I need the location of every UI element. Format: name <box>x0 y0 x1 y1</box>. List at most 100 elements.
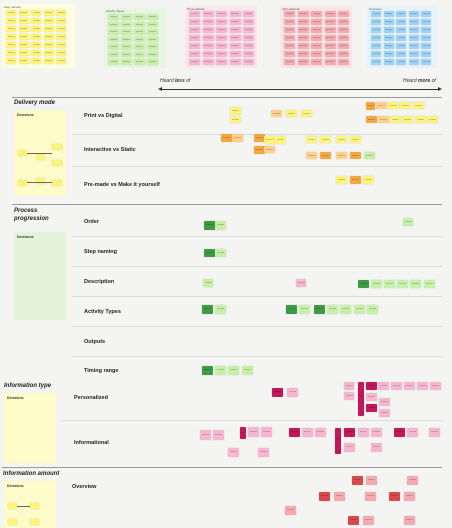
sticky-note[interactable] <box>204 249 215 257</box>
sticky-note[interactable] <box>344 428 355 437</box>
sticky-note[interactable] <box>121 51 132 57</box>
sticky-note[interactable] <box>228 448 239 457</box>
sticky-note[interactable] <box>18 10 29 16</box>
sticky-note[interactable] <box>243 43 254 49</box>
sticky-note[interactable] <box>284 35 295 41</box>
sticky-note[interactable] <box>407 476 418 485</box>
sticky-note[interactable] <box>134 29 145 35</box>
sticky-note[interactable] <box>297 51 309 57</box>
sticky-note[interactable] <box>364 152 375 159</box>
sticky-note[interactable] <box>336 176 347 184</box>
sticky-note[interactable] <box>315 428 326 437</box>
sticky-note[interactable] <box>254 134 265 142</box>
sticky-note[interactable] <box>404 492 415 501</box>
sticky-note[interactable] <box>215 366 226 375</box>
sticky-note[interactable] <box>134 44 145 50</box>
sticky-note[interactable] <box>403 218 413 226</box>
sticky-note[interactable] <box>43 42 54 48</box>
sticky-note[interactable] <box>18 58 29 64</box>
sticky-note[interactable] <box>371 443 382 452</box>
sticky-note[interactable] <box>108 29 119 35</box>
sticky-note[interactable] <box>394 428 405 437</box>
sticky-note[interactable] <box>396 11 406 17</box>
sticky-note[interactable] <box>429 428 440 437</box>
sticky-note[interactable] <box>31 34 41 40</box>
sticky-note[interactable] <box>261 427 272 437</box>
sticky-note[interactable] <box>243 51 254 57</box>
sticky-note[interactable] <box>189 51 200 57</box>
sticky-note[interactable] <box>376 102 387 109</box>
sticky-note[interactable] <box>272 388 283 397</box>
sticky-note[interactable] <box>404 382 415 390</box>
sticky-note[interactable] <box>216 19 227 25</box>
sticky-note[interactable] <box>311 59 322 65</box>
sticky-note[interactable] <box>348 516 359 525</box>
sticky-note[interactable] <box>43 18 54 24</box>
sticky-note[interactable] <box>31 50 41 56</box>
sticky-note[interactable] <box>367 305 378 314</box>
sticky-note[interactable] <box>6 10 16 16</box>
sticky-note[interactable] <box>232 134 243 142</box>
sticky-note[interactable] <box>363 516 374 525</box>
sticky-note[interactable] <box>306 152 317 159</box>
sticky-note[interactable] <box>384 280 395 288</box>
sticky-note[interactable] <box>297 35 309 41</box>
sticky-note[interactable] <box>338 11 349 17</box>
sticky-note[interactable] <box>134 36 145 42</box>
sticky-note[interactable] <box>297 11 309 17</box>
sticky-note[interactable] <box>338 59 349 65</box>
sticky-note[interactable] <box>400 102 411 109</box>
sticky-note[interactable] <box>324 11 336 17</box>
sticky-note[interactable] <box>203 279 213 287</box>
sticky-note[interactable] <box>189 27 200 33</box>
sticky-note[interactable] <box>204 221 215 230</box>
sticky-note[interactable] <box>108 59 119 65</box>
sticky-note[interactable] <box>311 51 322 57</box>
sticky-note[interactable] <box>371 35 381 41</box>
sticky-note[interactable] <box>421 11 431 17</box>
sticky-note[interactable] <box>371 59 381 65</box>
sticky-note[interactable] <box>284 59 295 65</box>
sticky-note[interactable] <box>242 366 253 375</box>
sticky-note[interactable] <box>43 26 54 32</box>
sticky-note[interactable] <box>6 42 16 48</box>
sticky-note[interactable] <box>216 43 227 49</box>
sticky-note[interactable] <box>18 18 29 24</box>
sticky-note[interactable] <box>213 430 224 440</box>
sticky-note[interactable] <box>344 443 355 452</box>
sticky-note[interactable] <box>31 58 41 64</box>
sticky-note[interactable] <box>31 26 41 32</box>
sticky-note[interactable] <box>350 176 361 184</box>
sticky-note[interactable] <box>396 43 406 49</box>
sticky-note[interactable] <box>229 51 241 57</box>
sticky-note[interactable] <box>215 221 226 230</box>
sticky-note[interactable] <box>121 29 132 35</box>
sticky-note[interactable] <box>230 117 241 123</box>
sticky-note[interactable] <box>18 26 29 32</box>
sticky-note[interactable] <box>18 34 29 40</box>
sticky-note[interactable] <box>408 59 419 65</box>
sticky-note[interactable] <box>311 11 322 17</box>
sticky-note[interactable] <box>404 516 415 525</box>
sticky-note[interactable] <box>421 19 431 25</box>
sticky-note[interactable] <box>108 44 119 50</box>
sticky-note[interactable] <box>271 110 282 117</box>
sticky-note[interactable] <box>391 382 402 390</box>
sticky-note[interactable] <box>358 428 369 437</box>
sticky-note[interactable] <box>31 42 41 48</box>
sticky-note[interactable] <box>56 58 66 64</box>
sticky-note[interactable] <box>396 19 406 25</box>
sticky-note[interactable] <box>366 382 377 390</box>
sticky-note[interactable] <box>371 27 381 33</box>
sticky-note[interactable] <box>31 10 41 16</box>
sticky-note[interactable] <box>248 427 259 437</box>
sticky-note[interactable] <box>202 51 214 57</box>
sticky-note[interactable] <box>311 27 322 33</box>
sticky-note[interactable] <box>200 430 211 440</box>
sticky-note[interactable] <box>371 428 382 437</box>
sticky-note[interactable] <box>371 11 381 17</box>
sticky-note[interactable] <box>354 305 365 314</box>
sticky-note[interactable] <box>408 11 419 17</box>
sticky-note[interactable] <box>306 136 317 143</box>
sticky-note[interactable] <box>134 21 145 27</box>
